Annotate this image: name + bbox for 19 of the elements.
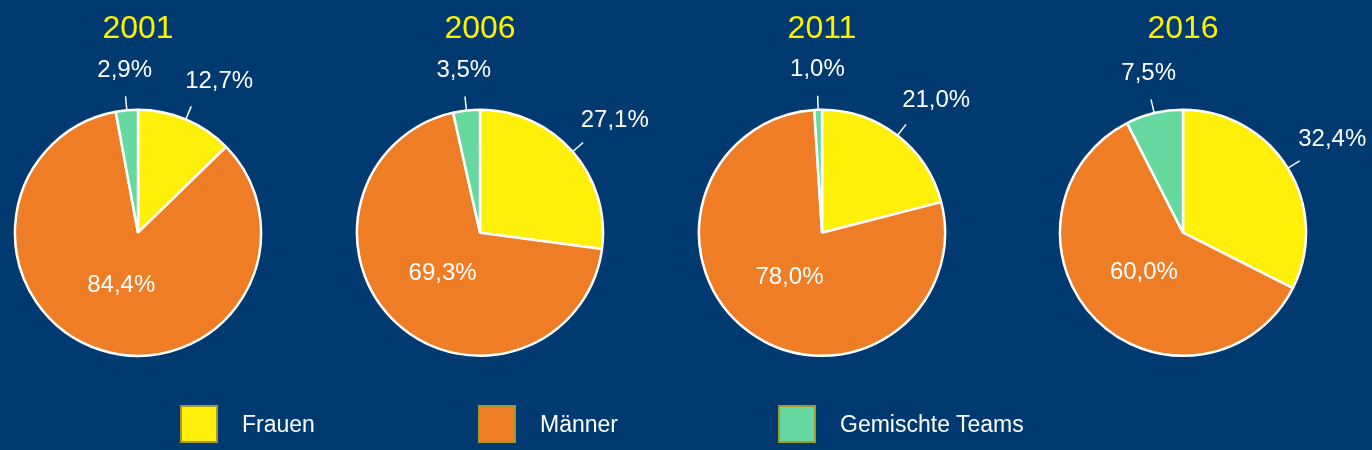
data-label: 27,1%	[580, 104, 649, 132]
data-label: 7,5%	[1121, 58, 1176, 86]
legend-label: Männer	[540, 410, 618, 438]
chart-title: 2006	[444, 9, 516, 46]
data-label: 60,0%	[1109, 256, 1178, 284]
legend-label: Gemischte Teams	[840, 410, 1024, 438]
legend-label: Frauen	[242, 410, 315, 438]
data-label: 3,5%	[436, 55, 492, 83]
data-label: 21,0%	[902, 85, 971, 113]
chart-title: 2011	[787, 9, 857, 46]
data-label: 78,0%	[755, 262, 824, 290]
data-label: 84,4%	[87, 270, 156, 298]
data-label: 1,0%	[790, 54, 845, 82]
data-label: 69,3%	[408, 258, 477, 286]
chart-title: 2001	[102, 9, 174, 46]
data-label: 12,7%	[185, 65, 254, 93]
data-label: 2,9%	[97, 54, 152, 82]
data-label: 32,4%	[1298, 124, 1367, 152]
chart-title: 2016	[1147, 9, 1219, 46]
